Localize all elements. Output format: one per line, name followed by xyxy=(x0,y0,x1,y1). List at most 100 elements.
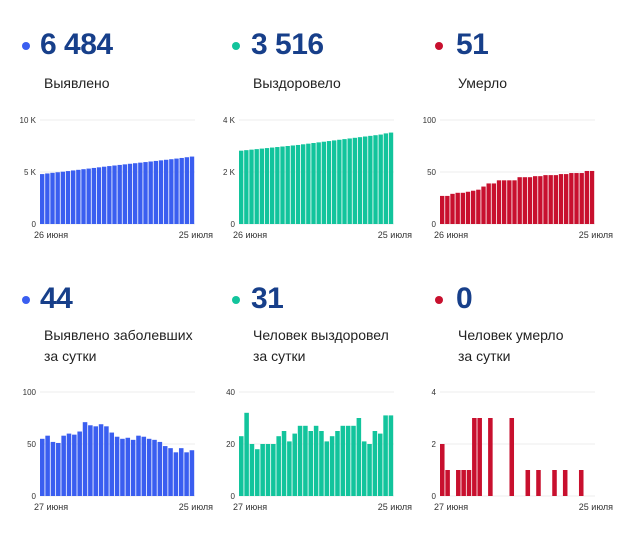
total-deaths-label: Умерло xyxy=(458,75,508,91)
bar xyxy=(270,147,275,224)
bar xyxy=(345,425,351,496)
bar xyxy=(301,144,306,224)
bar xyxy=(127,163,133,224)
bar xyxy=(351,425,356,496)
chart-svg: 0 5 K 10 K 26 июня 25 июля xyxy=(20,116,213,240)
bar xyxy=(311,143,316,224)
total-recovered-label: Выздоровело xyxy=(253,75,341,91)
bar xyxy=(102,166,107,224)
bar xyxy=(321,141,327,224)
bar xyxy=(178,448,184,496)
bar xyxy=(578,470,584,496)
bar xyxy=(275,147,280,224)
bar xyxy=(342,139,347,224)
x-end-label: 25 июля xyxy=(378,502,412,512)
bar xyxy=(466,470,472,496)
legend-dot-icon xyxy=(22,42,30,50)
y-tick-label: 20 xyxy=(226,440,235,449)
bar xyxy=(536,470,541,496)
bar xyxy=(517,177,522,224)
panel-header: 51 Умерло xyxy=(432,28,637,98)
bar xyxy=(130,439,136,496)
bar xyxy=(297,425,303,496)
bar xyxy=(77,431,82,496)
y-tick-label: 0 xyxy=(231,220,236,229)
daily-deaths-label-line1: Человек умерло xyxy=(458,327,564,343)
bar xyxy=(356,418,362,496)
bar xyxy=(117,164,122,224)
chart-deaths-daily: 0 2 4 27 июня 25 июля xyxy=(420,382,625,522)
daily-cases-value: 44 xyxy=(40,282,73,315)
bar xyxy=(352,137,358,224)
bar xyxy=(507,180,512,224)
bar xyxy=(548,175,553,224)
bar xyxy=(45,173,50,224)
total-cases-value: 6 484 xyxy=(40,28,113,61)
bar xyxy=(93,426,98,496)
bar xyxy=(146,438,152,496)
bar xyxy=(158,160,164,224)
bar xyxy=(285,146,290,224)
panel-header: 44 Выявлено заболевших за сутки xyxy=(20,282,225,364)
bar xyxy=(82,422,88,496)
y-tick-label: 0 xyxy=(32,220,37,229)
bar xyxy=(324,441,330,496)
bar xyxy=(239,150,244,224)
bar xyxy=(465,191,471,224)
bar xyxy=(114,436,120,496)
bar xyxy=(88,425,93,496)
bar xyxy=(461,470,466,496)
panel-header: 3 516 Выздоровело xyxy=(225,28,430,98)
bar xyxy=(488,418,493,496)
bar xyxy=(276,436,281,496)
legend-dot-icon xyxy=(232,296,240,304)
bar xyxy=(525,470,531,496)
bar xyxy=(477,418,482,496)
bar xyxy=(337,139,342,224)
bar xyxy=(512,180,517,224)
bar xyxy=(133,163,138,224)
bar xyxy=(377,433,383,496)
bar xyxy=(152,439,157,496)
bar xyxy=(313,425,319,496)
bar xyxy=(184,452,189,496)
bar xyxy=(522,177,528,224)
bar xyxy=(50,172,55,224)
bar xyxy=(96,167,102,224)
daily-recovered-value: 31 xyxy=(251,282,284,315)
x-end-label: 25 июля xyxy=(179,230,213,240)
y-tick-label: 0 xyxy=(32,492,37,501)
panel-header: 0 Человек умерло за сутки xyxy=(432,282,637,364)
chart-svg: 0 2 K 4 K 26 июня 25 июля xyxy=(223,116,412,240)
bar xyxy=(368,135,373,224)
bar xyxy=(445,195,450,224)
bar xyxy=(361,441,367,496)
chart-svg: 0 50 100 26 июня 25 июля xyxy=(423,116,613,240)
bar xyxy=(347,138,352,224)
bar xyxy=(141,436,147,496)
bar xyxy=(122,164,128,224)
total-recovered-value: 3 516 xyxy=(251,28,324,61)
chart-recovered-daily: 0 20 40 27 июня 25 июля xyxy=(219,382,424,522)
x-start-label: 26 июня xyxy=(34,230,68,240)
bar xyxy=(264,148,270,224)
bar xyxy=(316,142,321,224)
x-start-label: 27 июня xyxy=(34,502,68,512)
panel-header: 31 Человек выздоровел за сутки xyxy=(225,282,430,364)
daily-cases-label-line1: Выявлено заболевших xyxy=(44,327,193,343)
y-tick-label: 10 K xyxy=(20,116,37,125)
x-end-label: 25 июля xyxy=(378,230,412,240)
y-tick-label: 100 xyxy=(23,388,37,397)
y-tick-label: 40 xyxy=(226,388,235,397)
bar xyxy=(40,438,45,496)
bar xyxy=(50,441,56,496)
bar xyxy=(476,189,481,224)
bar xyxy=(472,418,477,496)
bar xyxy=(319,431,324,496)
bar xyxy=(66,433,72,496)
x-end-label: 25 июля xyxy=(179,502,213,512)
bar xyxy=(280,146,285,224)
bar xyxy=(329,436,335,496)
y-tick-label: 0 xyxy=(432,220,437,229)
bar xyxy=(112,165,117,224)
